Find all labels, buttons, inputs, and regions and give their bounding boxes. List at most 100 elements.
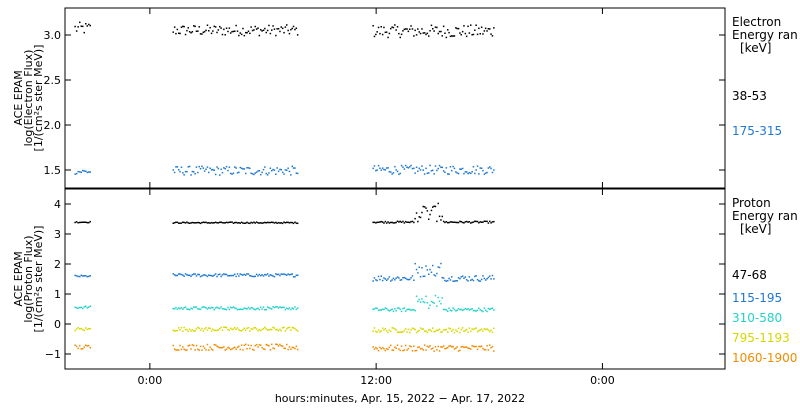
data-point [179, 273, 181, 275]
data-point [217, 329, 220, 331]
data-point [271, 221, 273, 223]
data-point [383, 308, 385, 311]
data-point [266, 306, 269, 308]
data-point [219, 25, 221, 28]
data-point [487, 222, 490, 224]
data-point [180, 348, 183, 351]
data-point [447, 279, 449, 282]
data-point [195, 306, 198, 308]
data-point [212, 349, 214, 351]
data-point [284, 273, 287, 276]
data-point [377, 329, 380, 331]
data-point [208, 307, 210, 309]
data-point [178, 169, 180, 171]
data-point [195, 328, 198, 330]
data-point [206, 222, 209, 224]
data-point [465, 220, 468, 223]
data-point [224, 273, 226, 276]
data-point [448, 173, 450, 175]
data-point [470, 172, 472, 175]
data-point [423, 301, 426, 304]
data-point [205, 221, 207, 224]
data-point [209, 26, 211, 29]
data-point [197, 326, 199, 329]
data-point [419, 301, 422, 303]
data-point [471, 278, 473, 281]
data-point [457, 308, 460, 310]
data-point [428, 346, 430, 348]
data-point [398, 348, 400, 350]
data-point [273, 222, 276, 224]
data-point [247, 326, 250, 329]
data-point [277, 329, 280, 332]
data-point [489, 308, 491, 310]
data-point [216, 222, 218, 224]
data-point [422, 205, 424, 208]
data-point [479, 167, 481, 169]
data-point [288, 32, 291, 35]
data-point [279, 222, 281, 224]
data-point [457, 327, 460, 330]
data-point [77, 347, 79, 350]
data-point [375, 330, 377, 333]
data-point [490, 222, 492, 224]
data-point [246, 308, 248, 310]
data-point [457, 27, 460, 30]
data-point [425, 349, 427, 351]
data-point [404, 328, 407, 330]
y-tick-label: 1 [54, 288, 61, 301]
data-point [415, 268, 418, 271]
data-point [413, 35, 415, 37]
data-point [398, 307, 400, 309]
data-point [242, 274, 244, 276]
data-point [277, 28, 280, 30]
data-point [400, 310, 403, 313]
data-point [491, 307, 494, 309]
data-point [392, 26, 395, 29]
data-point [394, 346, 396, 348]
legend-entry: 38-53 [732, 89, 767, 103]
data-point [459, 331, 461, 334]
data-point [85, 327, 87, 329]
data-point [434, 275, 437, 277]
data-point [493, 220, 495, 223]
data-point [186, 221, 188, 223]
data-point [286, 343, 288, 346]
data-point [430, 271, 433, 273]
data-point [88, 221, 90, 224]
data-point [486, 171, 488, 174]
data-point [373, 165, 376, 167]
data-point [455, 347, 457, 349]
data-point [224, 349, 226, 351]
data-point [262, 348, 265, 350]
data-point [376, 221, 378, 224]
y-axis-title-line: [1/(cm²s ster MeV)] [32, 45, 45, 152]
data-point [201, 349, 203, 351]
data-point [380, 330, 382, 332]
data-point [182, 308, 184, 310]
data-point [388, 32, 391, 35]
data-point [476, 309, 479, 311]
data-point [202, 330, 205, 332]
data-point [400, 331, 403, 333]
data-point [415, 349, 418, 352]
data-point [426, 210, 429, 212]
data-point [447, 310, 449, 312]
data-point [83, 275, 85, 277]
data-point [280, 345, 282, 347]
data-point [260, 29, 262, 31]
data-point [483, 348, 486, 351]
y-tick-label: 2.0 [44, 119, 62, 132]
data-point [178, 307, 180, 309]
data-point [235, 221, 237, 224]
data-point [390, 27, 392, 30]
data-point [243, 168, 246, 170]
data-point [441, 215, 443, 218]
data-point [229, 274, 232, 277]
data-point [409, 28, 411, 30]
data-point [438, 164, 441, 167]
data-point [85, 170, 87, 172]
data-point [390, 330, 392, 333]
data-point [482, 33, 484, 35]
data-point [448, 221, 450, 224]
